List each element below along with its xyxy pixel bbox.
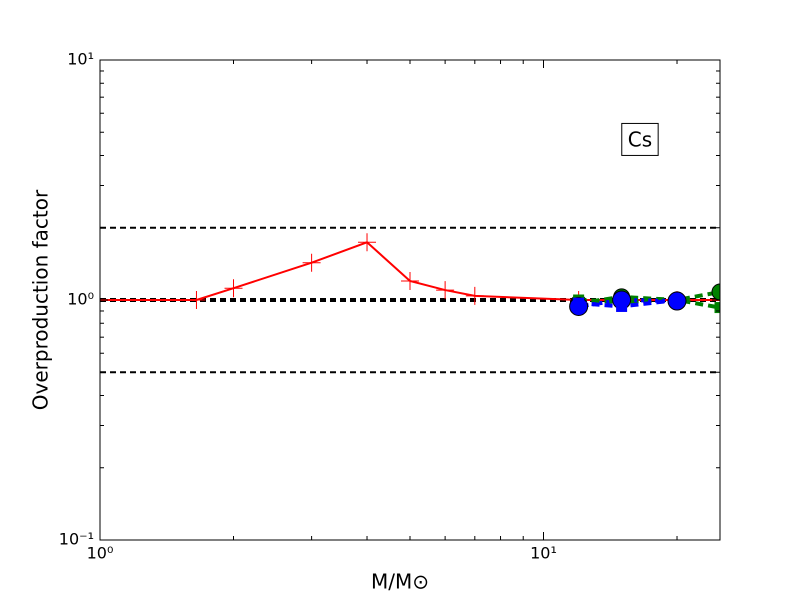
annotation: Cs <box>628 127 652 151</box>
marker <box>671 294 683 306</box>
x-tick-label: 10⁰ <box>87 544 114 563</box>
marker <box>224 279 243 298</box>
plot-area <box>100 226 720 374</box>
y-tick-label: 10⁰ <box>67 290 94 309</box>
marker <box>573 297 585 309</box>
y-tick-label: 10⁻¹ <box>59 530 94 549</box>
marker <box>302 253 321 272</box>
marker <box>465 286 484 305</box>
marker <box>187 291 206 309</box>
marker <box>711 283 720 301</box>
y-axis-label: Overproduction factor <box>29 189 53 410</box>
annotation-box <box>621 122 659 156</box>
marker <box>401 271 419 290</box>
series-line <box>578 290 720 306</box>
marker <box>358 233 377 252</box>
x-tick-label: 10¹ <box>530 544 557 563</box>
marker <box>714 302 720 314</box>
marker <box>436 281 455 300</box>
marker <box>616 300 628 312</box>
y-tick-label: 10¹ <box>67 50 94 69</box>
x-axis-label: M/M⊙ <box>371 570 429 594</box>
